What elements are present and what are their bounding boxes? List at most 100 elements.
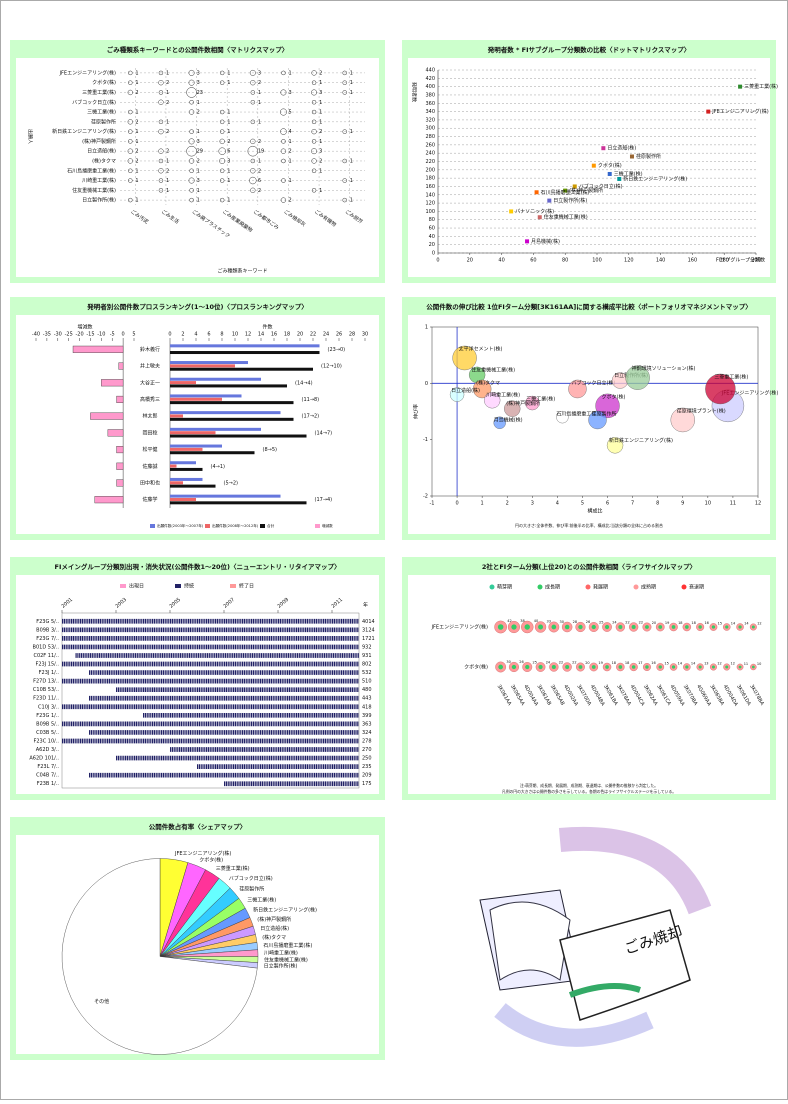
- bubble-label: 太平洋セメント(株): [459, 345, 503, 352]
- row-total: 418: [362, 704, 372, 710]
- matrix-bubble: [311, 168, 317, 173]
- matrix-bubble: [128, 139, 133, 144]
- bubble: [493, 416, 506, 429]
- matrix-bubble: [342, 178, 347, 183]
- matrix-bubble: [280, 128, 287, 135]
- bubble-label: 川崎重工業(株): [486, 392, 520, 399]
- lifecycle-core: [658, 625, 663, 629]
- x-tick-label: 24: [323, 332, 329, 338]
- chart-panel: 発明者数 * FIサブグループ分類数の比較〈ドットマトリクスマップ〉 0 20 40 6…: [402, 40, 778, 283]
- matrix-bubble: [247, 145, 259, 157]
- bar: [170, 394, 242, 398]
- growth-tick-label: -25: [65, 332, 73, 338]
- row-label: 三機工業(株): [87, 109, 116, 116]
- lifecycle-value: 33: [547, 620, 551, 624]
- matrix-value: 1: [350, 198, 353, 204]
- value-label: (14→4): [295, 380, 313, 386]
- row-label: F23L 7/..: [37, 764, 59, 770]
- matrix-value: 1: [227, 198, 230, 204]
- chart-panel: 公開件数占有率〈シェアマップ〉 JFEエンジニアリング(株)クボタ(株)三菱重工業…: [10, 817, 385, 1060]
- lifecycle-value: 14: [731, 621, 736, 625]
- matrix-value: 3: [197, 139, 200, 145]
- scatter-point: [591, 163, 596, 168]
- chart-panel: 2社とFIターム分類(上位20)との公開件数相関〈ライフサイクルマップ〉萌芽期 成…: [402, 557, 776, 800]
- y-tick-label: 240: [425, 151, 435, 157]
- legend-swatch: [260, 524, 265, 528]
- row-total: 3124: [362, 627, 375, 633]
- y-tick-label: 380: [425, 92, 435, 98]
- value-label: (17→2): [302, 414, 320, 420]
- matrix-bubble: [128, 168, 133, 173]
- row-total: 931: [362, 653, 372, 659]
- chart-panel: 発明者別公開件数プロスランキング(1〜10位)〈プロスランキングマップ〉-40-…: [10, 297, 385, 540]
- matrix-value: 1: [227, 70, 230, 76]
- x-tick-label: 4: [556, 501, 559, 507]
- chart-panel: FIメイングループ分類別出現・消失状況(公開件数1〜20位)〈ニューエントリ・リ…: [10, 557, 385, 800]
- matrix-value: 1: [197, 129, 200, 135]
- legend-swatch: [230, 584, 236, 588]
- matrix-value: 2: [135, 149, 138, 155]
- matrix-bubble: [188, 138, 195, 145]
- bubble-label: JFEエンジニアリング(株): [721, 389, 778, 396]
- y-tick-label: 260: [425, 142, 435, 148]
- lifecycle-value: 25: [599, 620, 603, 624]
- x-axis-label: 構成比: [587, 508, 602, 515]
- y-tick-label: 200: [425, 167, 435, 173]
- matrix-bubble: [158, 168, 164, 174]
- category-label: 佐藤学: [142, 496, 157, 503]
- matrix-value: 1: [135, 129, 138, 135]
- x-tick-label: 16: [271, 332, 277, 338]
- lifecycle-core: [604, 624, 610, 630]
- bar: [170, 434, 307, 438]
- bubble-label: 荏原製作所: [592, 410, 617, 417]
- chart-note: 注:萌芽期、成長期、発展期、成熟期、衰退期は、公開件数の推移から判定した。: [520, 783, 658, 788]
- matrix-bubble: [219, 119, 225, 125]
- matrix-bubble: [127, 158, 133, 164]
- matrix-value: 1: [135, 70, 138, 76]
- matrix-value: 1: [350, 80, 353, 86]
- point-label: 日立造船(株): [607, 145, 636, 152]
- matrix-bubble: [127, 119, 133, 125]
- matrix-bubble: [158, 119, 164, 125]
- point-label: 石川島播磨重工業(株): [541, 189, 590, 196]
- x-tick-label: 7: [631, 501, 634, 507]
- matrix-bubble: [188, 177, 195, 184]
- lifecycle-value: 10: [757, 662, 761, 666]
- matrix-bubble: [127, 148, 133, 154]
- matrix-value: 2: [258, 139, 261, 145]
- bar: [170, 344, 320, 348]
- x-tick-label: 200: [751, 258, 761, 264]
- bar: [170, 431, 216, 435]
- matrix-value: 2: [166, 129, 169, 135]
- bubble-label: 日立造船(株): [451, 387, 480, 394]
- category-label: 大谷正一: [140, 379, 160, 386]
- lifecycle-core: [685, 625, 689, 629]
- matrix-value: 1: [197, 168, 200, 174]
- matrix-value: 2: [166, 149, 169, 155]
- y-tick-label: 420: [425, 76, 435, 82]
- matrix-value: 1: [227, 178, 230, 184]
- x-tick-label: 5: [581, 501, 584, 507]
- row-total: 399: [362, 713, 372, 719]
- matrix-bubble: [188, 109, 195, 115]
- matrix-bubble: [250, 168, 256, 174]
- category-label: 松平健: [142, 446, 157, 453]
- scatter-point: [629, 154, 634, 159]
- row-total: 480: [362, 687, 372, 693]
- matrix-bubble: [158, 188, 164, 193]
- slice-label: (株)タクマ: [262, 934, 286, 941]
- matrix-bubble: [158, 99, 164, 105]
- plot-bg: [408, 58, 770, 277]
- value-label: (17→4): [315, 497, 333, 503]
- row-label: C04B 7/..: [36, 773, 59, 779]
- matrix-value: 3: [227, 158, 230, 164]
- y-tick-label: 280: [425, 134, 435, 140]
- growth-bar: [107, 429, 124, 437]
- chart-title: ごみ種類系キーワードとの公開件数相関〈マトリクスマップ〉: [107, 45, 289, 54]
- x-tick-label: 10: [705, 501, 711, 507]
- slice-label: その他: [94, 998, 109, 1005]
- y-axis-label: 出願人: [27, 129, 34, 144]
- swirl: [494, 1002, 654, 1047]
- scatter-point: [601, 146, 606, 151]
- lifecycle-core: [605, 665, 609, 669]
